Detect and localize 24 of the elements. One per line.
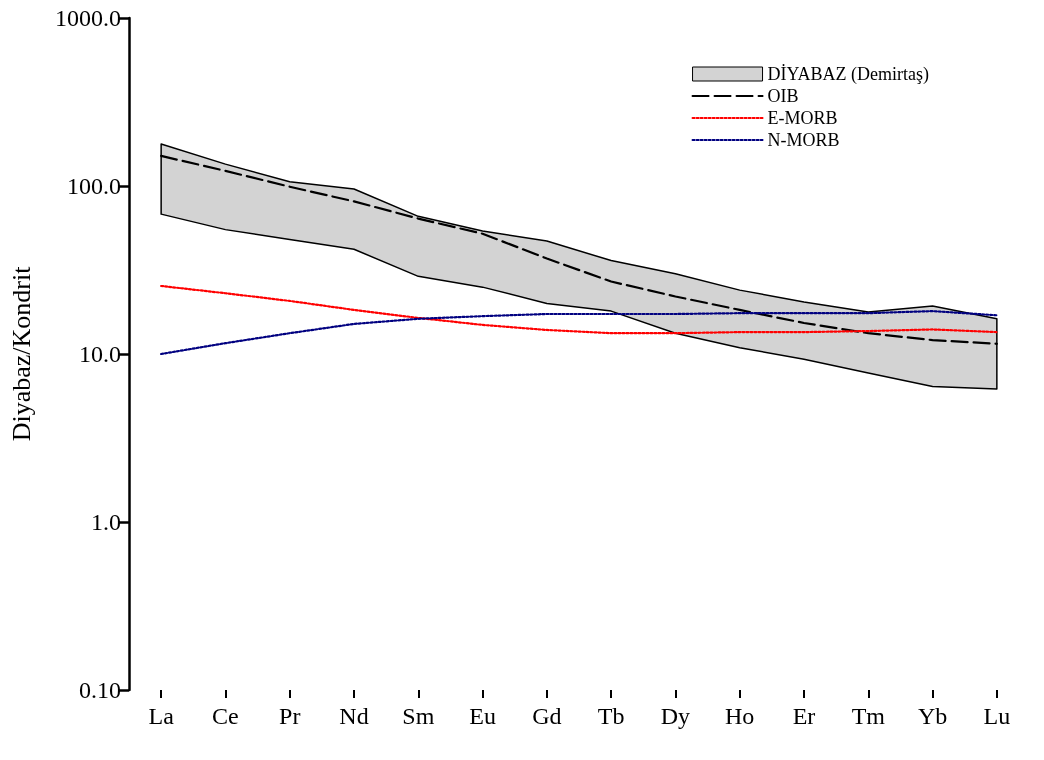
y-tick-label: 10.0 [79, 341, 121, 367]
x-tick-label: Eu [469, 703, 496, 729]
legend-label: DİYABAZ (Demirtaş) [767, 64, 930, 85]
y-axis-title: Diyabaz/Kondrit [6, 265, 36, 442]
legend-label: OIB [767, 86, 799, 106]
x-tick-label: Sm [402, 703, 435, 729]
x-tick-label: Yb [917, 703, 948, 729]
y-tick-label: 100.0 [67, 173, 121, 199]
x-tick-label: Lu [983, 703, 1011, 729]
x-tick-label: Gd [532, 703, 562, 729]
x-tick-label: Dy [660, 703, 691, 729]
y-tick-label: 1.0 [91, 509, 121, 535]
legend-label: N-MORB [767, 130, 840, 150]
x-tick-label: Er [792, 703, 816, 729]
x-tick-label: Nd [339, 703, 369, 729]
x-tick-label: Tb [597, 703, 625, 729]
x-tick-label: La [148, 703, 175, 729]
y-tick-label: 1000.0 [55, 5, 121, 31]
y-tick-label: 0.10 [79, 677, 121, 703]
x-tick-label: Ho [725, 703, 755, 729]
x-tick-label: Pr [279, 703, 301, 729]
x-tick-label: Ce [212, 703, 239, 729]
x-tick-label: Tm [851, 703, 886, 729]
legend-label: E-MORB [767, 108, 838, 128]
